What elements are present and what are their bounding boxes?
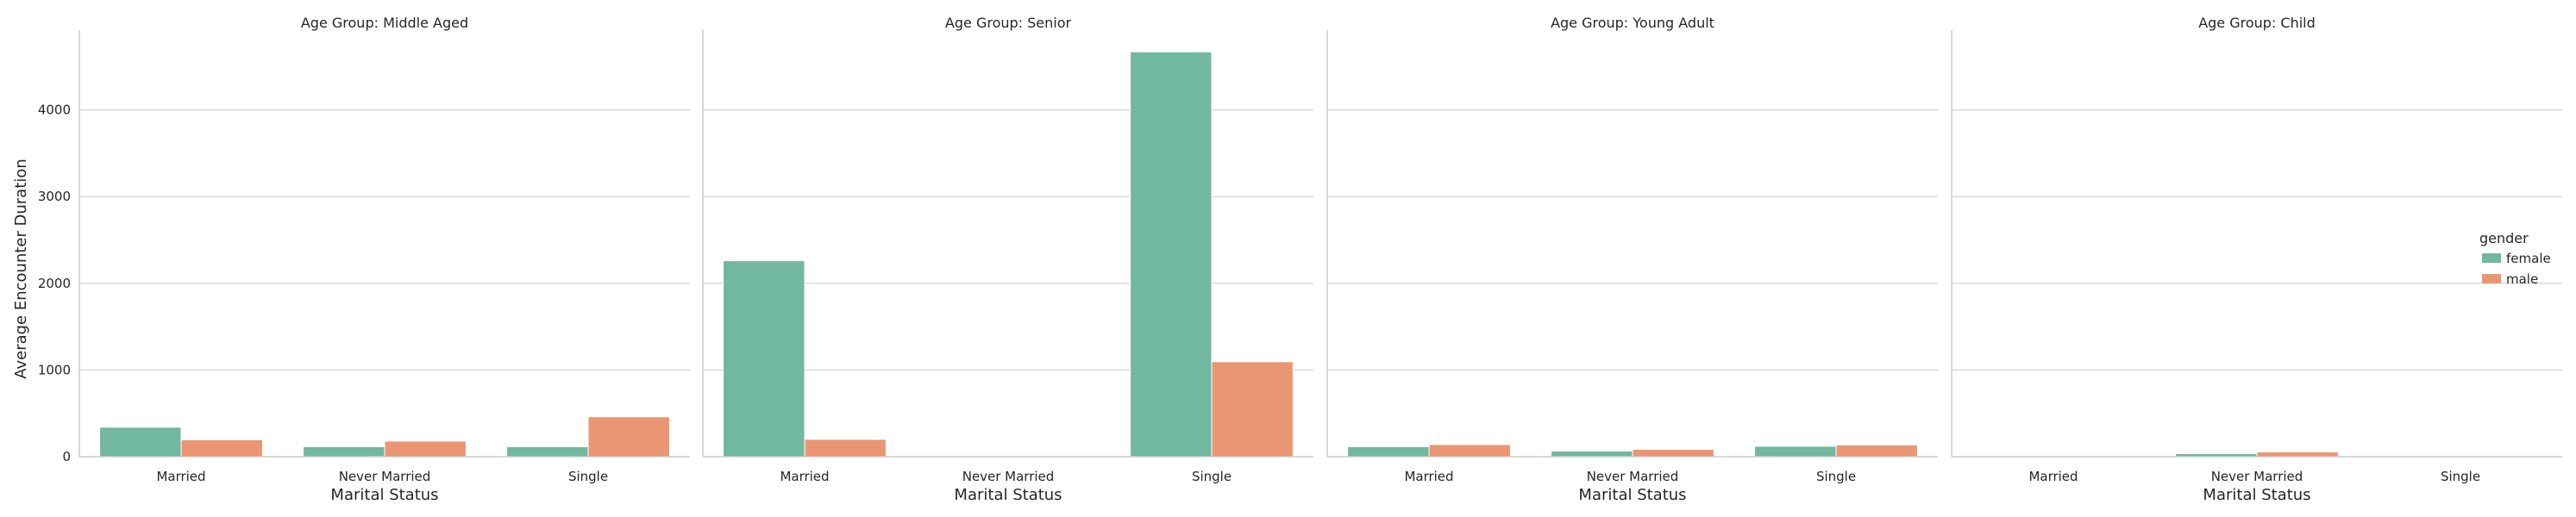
y-tick-label: 1000 <box>38 362 71 377</box>
x-tick-label: Single <box>2441 469 2480 484</box>
legend-swatch-female <box>2482 253 2501 263</box>
panel-child: Age Group: Child Married Never Married Sing… <box>1951 15 2562 504</box>
bar-female-single <box>1130 51 1213 458</box>
x-tick-label: Single <box>1192 469 1232 484</box>
panels-layer: Age Group: Middle Aged Married Never Marri… <box>38 15 2562 504</box>
bar-male-single <box>1211 361 1294 458</box>
panel-title: Age Group: Senior <box>945 15 1072 31</box>
x-tick-label: Never Married <box>2211 469 2303 484</box>
legend-swatch-male <box>2482 274 2501 283</box>
x-axis-title: Marital Status <box>330 486 438 504</box>
bar-male-never-married <box>384 440 467 458</box>
bar-male-never-married <box>2256 451 2339 458</box>
x-axis-title: Marital Status <box>1578 486 1686 504</box>
bar-male-single <box>1835 444 1918 458</box>
y-tick-label: 3000 <box>38 189 71 204</box>
y-tick-label: 4000 <box>38 103 71 118</box>
panel-young-adult: Age Group: Young Adult Married Never Marri… <box>1326 15 1938 504</box>
panel-title: Age Group: Middle Aged <box>301 15 468 31</box>
bar-male-married <box>180 439 263 458</box>
legend-title: gender <box>2479 230 2529 246</box>
x-axis-title: Marital Status <box>2203 486 2310 504</box>
x-tick-label: Married <box>780 469 829 484</box>
x-tick-label: Married <box>156 469 205 484</box>
x-axis-title: Marital Status <box>954 486 1062 504</box>
panel-senior: Age Group: Senior Married Never Married Sin… <box>702 15 1313 504</box>
bar-female-married <box>99 427 182 458</box>
x-tick-label: Never Married <box>339 469 431 484</box>
bar-female-married <box>1347 445 1430 458</box>
bar-male-married <box>1428 444 1511 458</box>
bar-female-single <box>506 445 589 458</box>
bar-female-single <box>1754 445 1837 458</box>
x-tick-label: Single <box>1816 469 1856 484</box>
legend-label-male: male <box>2506 271 2538 287</box>
x-tick-label: Single <box>568 469 608 484</box>
x-tick-label: Married <box>1404 469 1453 484</box>
bar-male-single <box>587 416 670 458</box>
y-tick-label: 0 <box>62 449 71 464</box>
y-tick-label: 2000 <box>38 276 71 291</box>
bar-female-never-married <box>1551 450 1633 458</box>
x-tick-label: Married <box>2028 469 2078 484</box>
legend-label-female: female <box>2506 251 2551 266</box>
panel-middle-aged: Age Group: Middle Aged Married Never Marri… <box>38 15 690 504</box>
bar-male-married <box>804 439 887 458</box>
bar-female-never-married <box>303 445 385 458</box>
x-tick-label: Never Married <box>1587 469 1679 484</box>
y-axis-title: Average Encounter Duration <box>12 159 30 379</box>
x-tick-label: Never Married <box>962 469 1055 484</box>
legend: gender female male <box>2479 230 2551 287</box>
panel-title: Age Group: Child <box>2198 15 2316 31</box>
bar-male-never-married <box>1632 448 1714 458</box>
panel-title: Age Group: Young Adult <box>1551 15 1714 31</box>
bar-female-married <box>723 260 805 458</box>
